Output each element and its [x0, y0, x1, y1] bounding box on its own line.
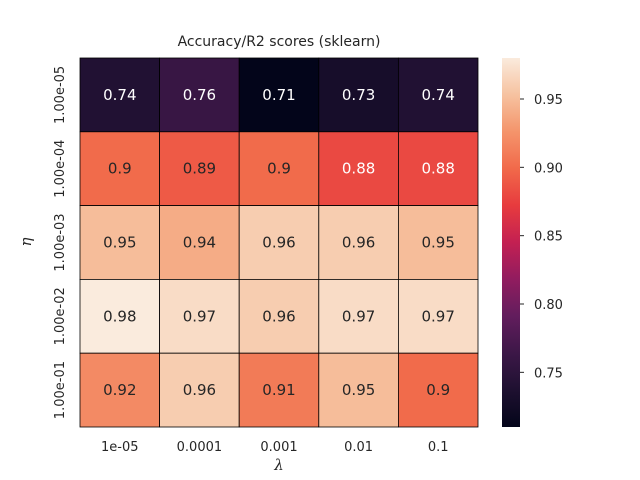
heatmap-cell [79, 131, 160, 207]
heatmap-cell [159, 131, 240, 207]
heatmap-cell [238, 205, 320, 280]
y-tick-label: 1.00e-02 [53, 287, 68, 345]
cell-value-label: 0.95 [342, 381, 375, 399]
colorbar-tick-label: 0.75 [534, 366, 563, 381]
heatmap-cell [318, 205, 399, 280]
cell-value-label: 0.98 [103, 307, 136, 325]
cell-value-label: 0.97 [421, 307, 454, 325]
cell-value-label: 0.95 [421, 234, 454, 252]
cell-value-label: 0.91 [262, 381, 295, 399]
cell-value-label: 0.74 [103, 86, 136, 104]
cell-value-label: 0.9 [426, 381, 450, 399]
heatmap-cell [397, 352, 479, 428]
heatmap-cell [79, 205, 160, 280]
heatmap-cell [159, 352, 240, 428]
colorbar-tick-label: 0.85 [534, 230, 563, 245]
x-tick-label: 0.1 [428, 440, 449, 455]
colorbar-tick-label: 0.80 [534, 298, 563, 313]
cell-value-label: 0.96 [183, 381, 216, 399]
y-tick-label: 1.00e-04 [53, 140, 68, 198]
cell-value-label: 0.96 [262, 234, 295, 252]
heatmap-cell [397, 57, 479, 133]
cell-value-label: 0.88 [421, 160, 454, 178]
cell-value-label: 0.95 [103, 234, 136, 252]
heatmap-cell [318, 131, 399, 207]
colorbar-gradient [502, 58, 520, 427]
cell-value-label: 0.73 [342, 86, 375, 104]
heatmap-cell [318, 352, 399, 428]
x-tick-label: 0.0001 [177, 440, 223, 455]
heatmap-cell [159, 205, 240, 280]
x-tick-label: 1e-05 [101, 440, 139, 455]
cell-value-label: 0.94 [183, 234, 216, 252]
cell-value-label: 0.92 [103, 381, 136, 399]
heatmap-cell [238, 131, 320, 207]
cell-value-label: 0.88 [342, 160, 375, 178]
y-tick-label: 1.00e-01 [53, 361, 68, 419]
cell-value-label: 0.96 [262, 307, 295, 325]
colorbar-tick-label: 0.95 [534, 93, 563, 108]
y-axis-label: η [17, 237, 35, 247]
x-tick-label: 0.001 [260, 440, 297, 455]
cell-value-label: 0.71 [262, 86, 295, 104]
cell-value-label: 0.96 [342, 234, 375, 252]
cell-value-label: 0.9 [108, 160, 132, 178]
chart-title: Accuracy/R2 scores (sklearn) [177, 34, 381, 50]
y-tick-label: 1.00e-03 [53, 213, 68, 271]
cell-value-label: 0.97 [342, 307, 375, 325]
heatmap-cell [397, 205, 479, 280]
heatmap-cell [397, 278, 479, 354]
cell-value-label: 0.74 [421, 86, 454, 104]
x-axis-label: λ [274, 456, 284, 474]
heatmap-cell [238, 278, 320, 354]
cell-value-label: 0.9 [267, 160, 291, 178]
x-tick-label: 0.01 [344, 440, 373, 455]
cell-value-label: 0.89 [183, 160, 216, 178]
heatmap-cell [318, 278, 399, 354]
cell-value-label: 0.97 [183, 307, 216, 325]
colorbar-tick-label: 0.90 [534, 161, 563, 176]
cell-value-label: 0.76 [183, 86, 216, 104]
y-tick-label: 1.00e-05 [53, 66, 68, 124]
